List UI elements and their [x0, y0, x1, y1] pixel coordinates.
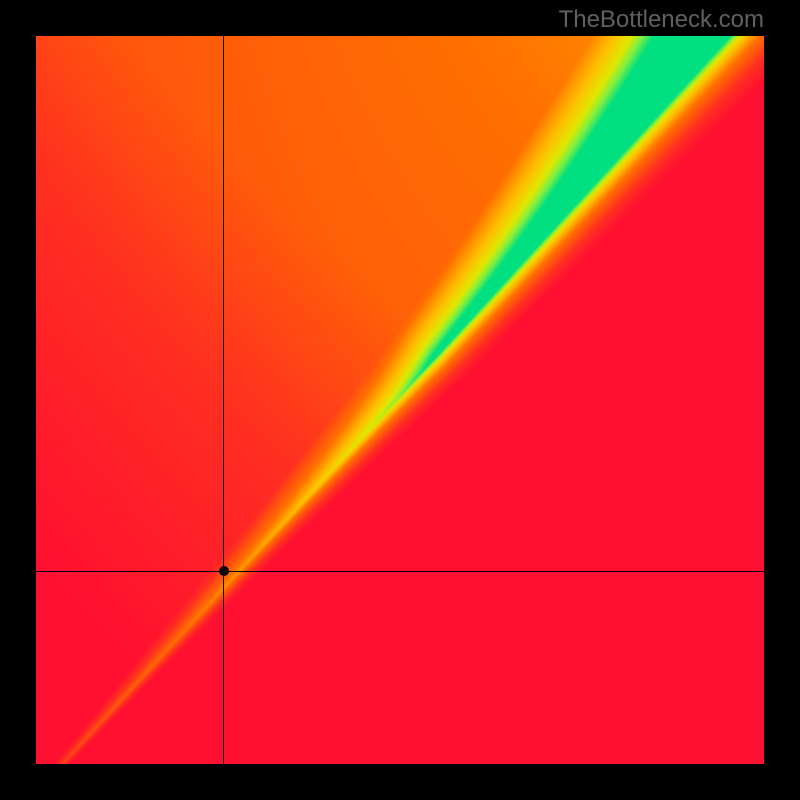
heatmap-canvas	[36, 36, 764, 764]
chart-frame: TheBottleneck.com	[0, 0, 800, 800]
crosshair-horizontal	[36, 571, 764, 572]
heatmap-plot	[36, 36, 764, 764]
watermark-text: TheBottleneck.com	[559, 6, 764, 34]
crosshair-vertical	[223, 36, 224, 764]
marker-dot	[219, 566, 229, 576]
